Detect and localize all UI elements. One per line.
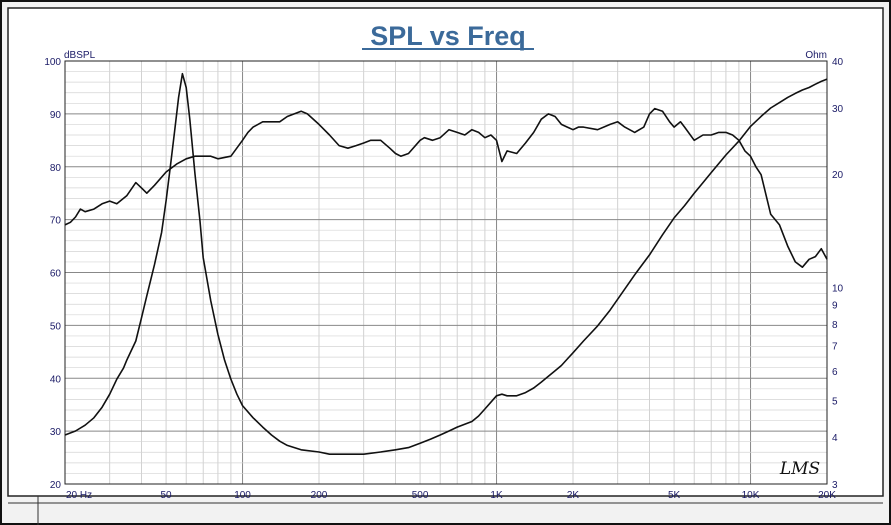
grid [64, 60, 828, 485]
x-tick-label: 20K [818, 490, 836, 501]
y-left-tick-label: 20 [50, 480, 62, 491]
left-axis-label: dBSPL [64, 50, 96, 61]
x-tick-label: 50 [161, 490, 173, 501]
y-right-tick-label: 3 [832, 480, 838, 491]
y-left-tick-label: 30 [50, 427, 62, 438]
y-right-tick-label: 6 [832, 367, 838, 378]
x-tick-label: 2K [567, 490, 580, 501]
y-right-tick-label: 5 [832, 397, 838, 408]
chart-panel [7, 7, 884, 497]
y-left-tick-label: 90 [50, 110, 62, 121]
series-line-spl [64, 107, 828, 269]
y-left-tick-label: 100 [44, 57, 61, 68]
lms-annotation: LMS [779, 459, 820, 479]
x-tick-label: 1K [490, 490, 503, 501]
y-right-tick-label: 9 [832, 301, 838, 312]
x-tick-label: 5K [668, 490, 681, 501]
y-left-tick-label: 80 [50, 163, 62, 174]
x-tick-label: 200 [311, 490, 328, 501]
x-tick-label: 10K [742, 490, 760, 501]
y-left-tick-label: 70 [50, 216, 62, 227]
y-left-tick-label: 40 [50, 374, 62, 385]
y-left-tick-label: 50 [50, 321, 62, 332]
plot-area [64, 60, 828, 485]
y-right-tick-label: 10 [832, 283, 844, 294]
x-tick-label: 100 [234, 490, 251, 501]
right-axis-label: Ohm [805, 50, 827, 61]
x-tick-label: 500 [412, 490, 429, 501]
axis-ticks: 20 Hz 50 100 200 500 1K 2K 5K 10K 20K 20 30 40 50 60 70… [44, 57, 843, 501]
y-right-tick-label: 40 [832, 57, 844, 68]
y-right-tick-label: 4 [832, 433, 838, 444]
chart-title: SPL vs Freq [370, 21, 526, 51]
y-left-tick-label: 60 [50, 269, 62, 280]
y-right-tick-label: 7 [832, 342, 838, 353]
series-layer [64, 72, 828, 456]
x-tick-label: 20 Hz [66, 490, 92, 501]
y-right-tick-label: 30 [832, 104, 844, 115]
y-right-tick-label: 20 [832, 170, 844, 181]
y-right-tick-label: 8 [832, 320, 838, 331]
series-line-impedance [64, 72, 828, 456]
